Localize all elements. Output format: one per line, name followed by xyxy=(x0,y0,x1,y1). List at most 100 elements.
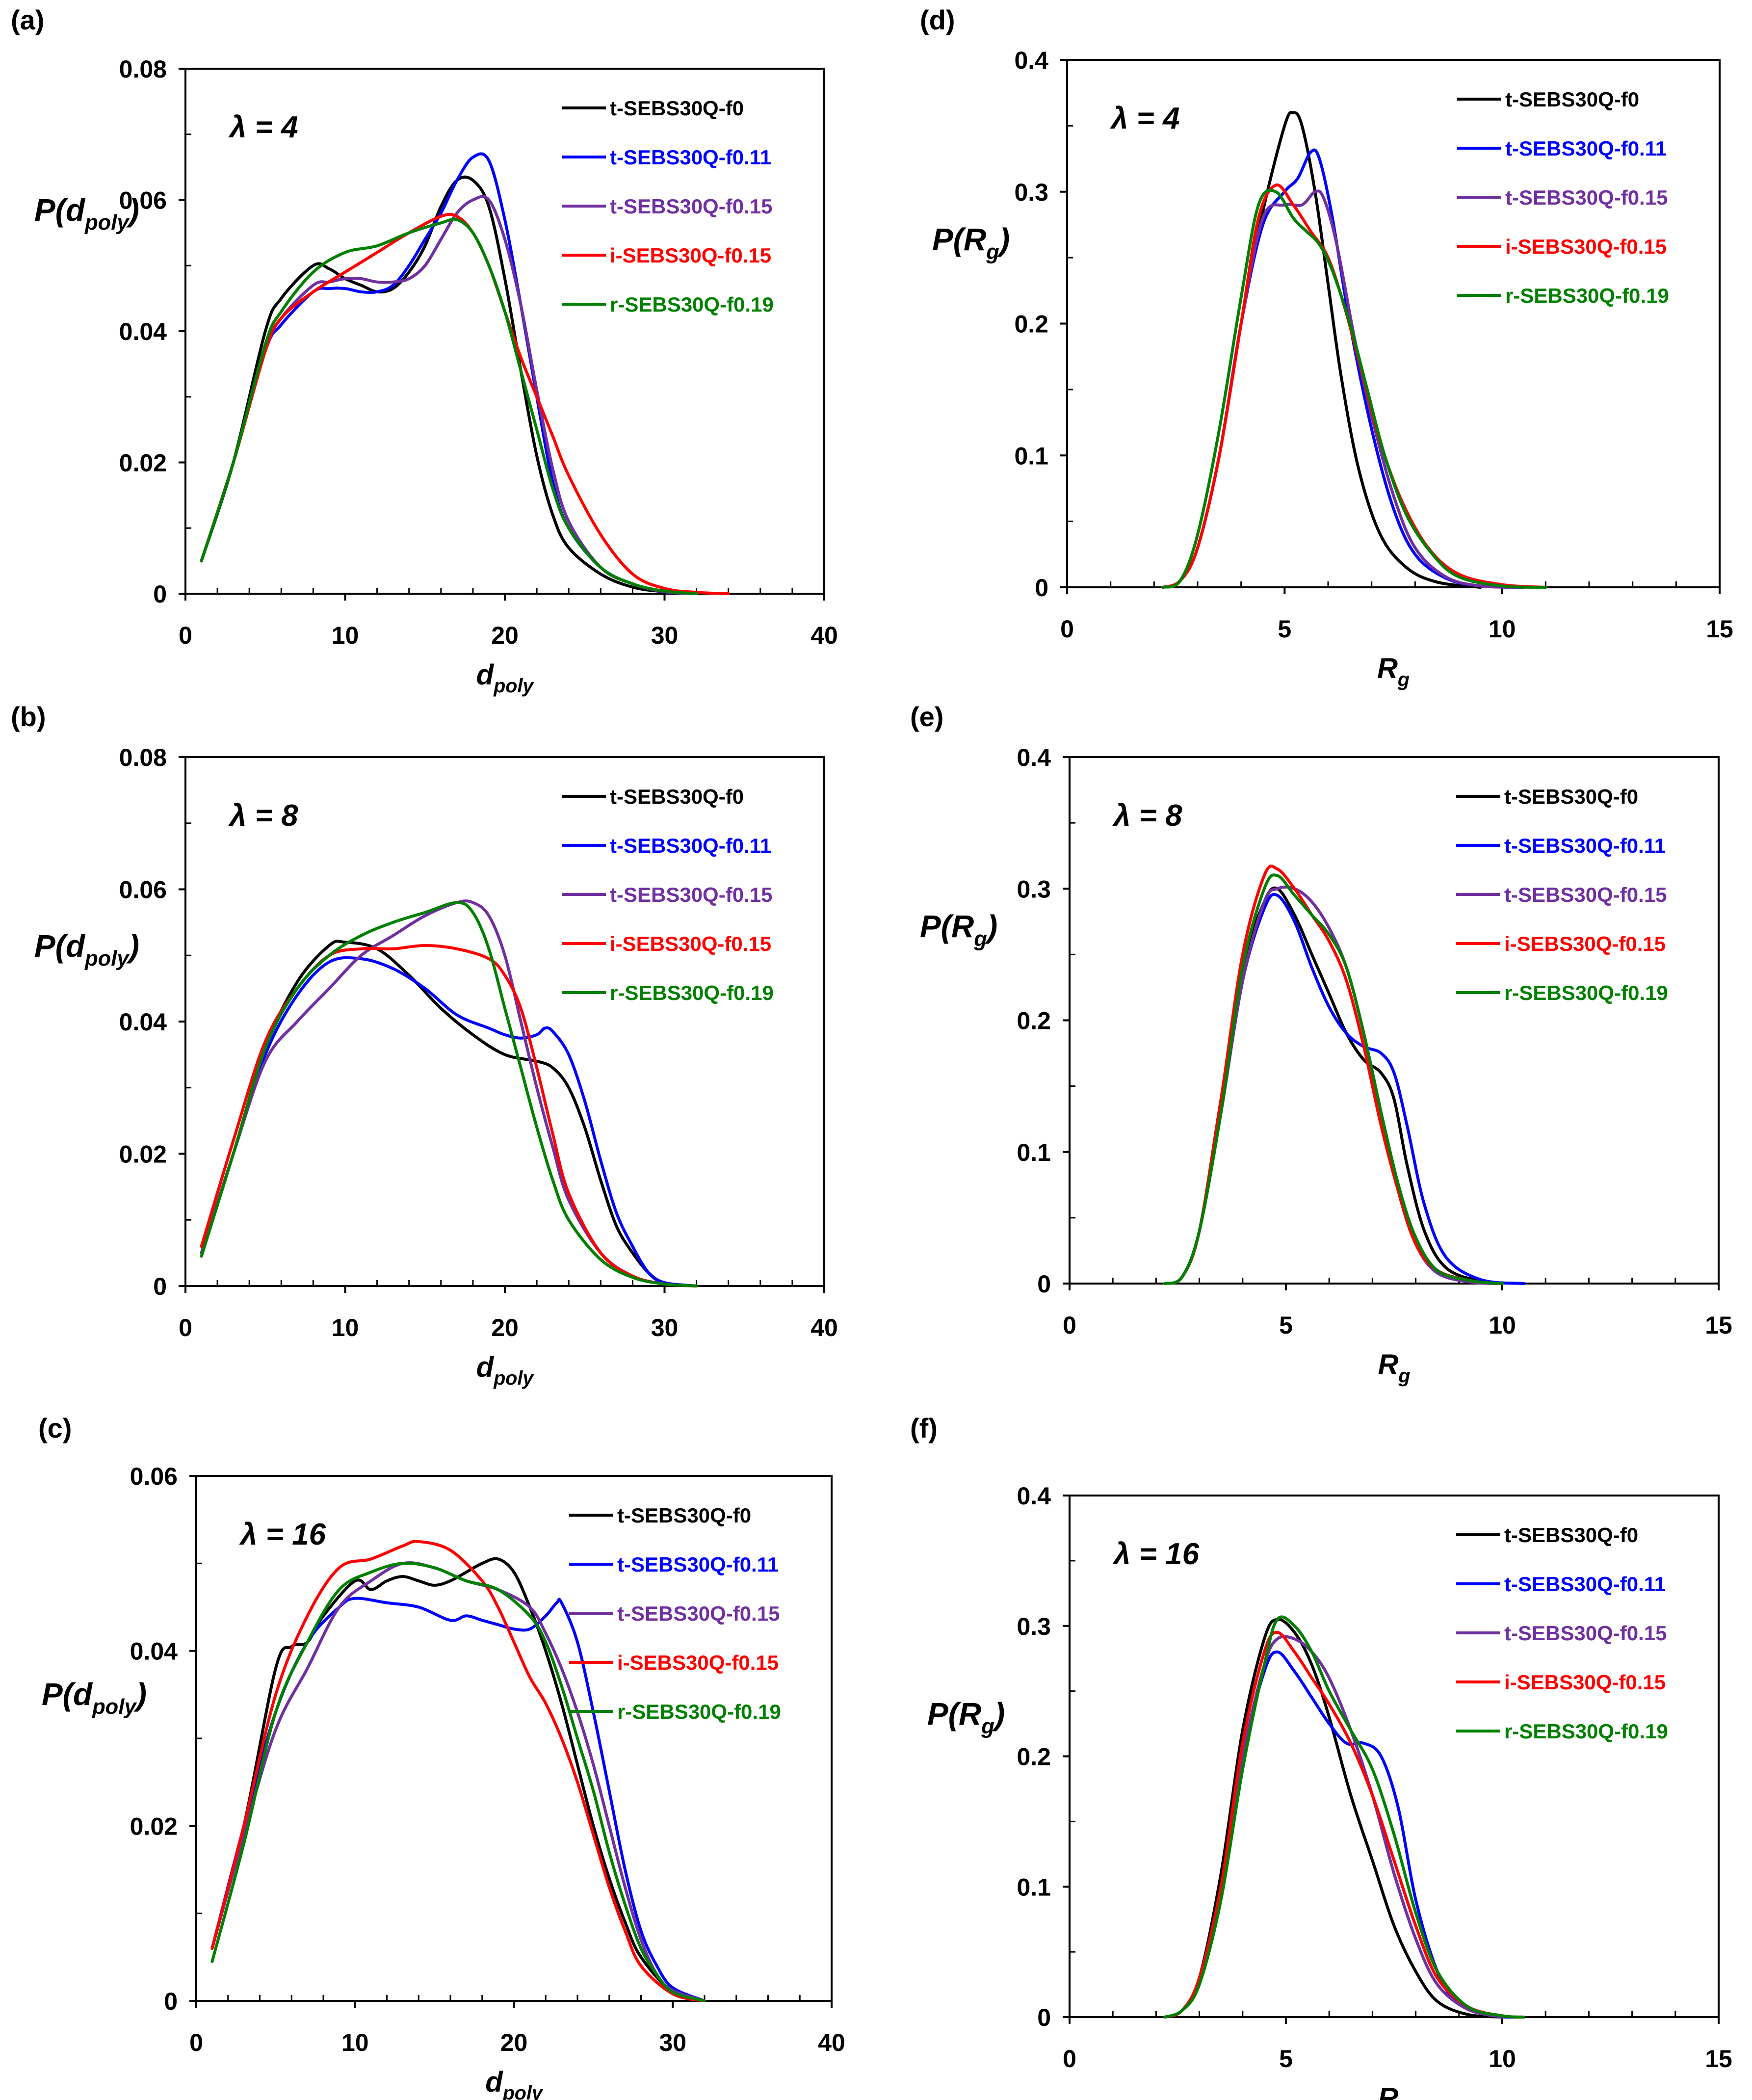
x-tick-label: 0 xyxy=(189,2029,203,2056)
series-line-5 xyxy=(1163,1615,1526,2019)
legend-label: r-SEBS30Q-f0.19 xyxy=(610,293,774,316)
y-tick-label: 0.1 xyxy=(1017,1139,1051,1166)
y-tick-label: 0.02 xyxy=(130,1812,178,1840)
series-line-2 xyxy=(1163,892,1526,1285)
lambda-annotation: λ = 8 xyxy=(1112,799,1182,833)
y-tick-label: 0.4 xyxy=(1017,744,1051,771)
y-axis-label: P(dpoly) xyxy=(34,928,139,971)
y-tick-label: 0.02 xyxy=(119,1141,167,1168)
y-tick-label: 0 xyxy=(1035,574,1048,602)
series-line-2 xyxy=(1161,148,1525,589)
chart-panel-4: (d) 0 5 10 15 0 0.1 0.2 0.3 0.4 Rg P(Rg) λ = 4 t-SEBS… xyxy=(920,4,1733,690)
x-tick-label: 0 xyxy=(1060,615,1074,643)
x-tick-label: 5 xyxy=(1279,1312,1293,1339)
series-line-4 xyxy=(200,212,730,595)
y-tick-label: 0.3 xyxy=(1014,179,1048,206)
legend-label: t-SEBS30Q-f0.11 xyxy=(610,834,771,857)
legend-label: t-SEBS30Q-f0 xyxy=(610,97,744,120)
series-line-1 xyxy=(200,175,698,595)
x-tick-label: 20 xyxy=(500,2029,528,2056)
y-tick-label: 0.3 xyxy=(1017,1613,1051,1640)
x-tick-label: 10 xyxy=(332,622,359,649)
legend-label: t-SEBS30Q-f0 xyxy=(610,785,744,808)
panel-label: (e) xyxy=(910,701,943,732)
x-tick-label: 5 xyxy=(1278,615,1291,643)
series-line-4 xyxy=(200,944,698,1287)
y-tick-label: 0.06 xyxy=(130,1463,178,1490)
legend-label: t-SEBS30Q-f0.11 xyxy=(1504,834,1666,857)
x-tick-label: 15 xyxy=(1705,1312,1732,1339)
panel-label: (d) xyxy=(920,4,955,35)
legend-label: t-SEBS30Q-f0.11 xyxy=(617,1553,779,1576)
lambda-annotation: λ = 4 xyxy=(228,110,298,144)
x-tick-label: 40 xyxy=(811,622,838,649)
x-tick-label: 30 xyxy=(651,1314,679,1341)
series-line-1 xyxy=(1161,110,1482,589)
chart-panel-5: (e) 0 5 10 15 0 0.1 0.2 0.3 0.4 Rg P(Rg) λ = 8 t-SEBS… xyxy=(910,701,1732,1387)
series-line-5 xyxy=(1161,188,1547,589)
x-tick-label: 10 xyxy=(332,1314,359,1341)
legend-label: t-SEBS30Q-f0.15 xyxy=(610,195,772,218)
x-tick-label: 5 xyxy=(1279,2045,1293,2073)
x-tick-label: 20 xyxy=(491,622,519,649)
y-tick-label: 0 xyxy=(153,580,167,608)
y-tick-label: 0.2 xyxy=(1017,1743,1051,1771)
y-tick-label: 0.4 xyxy=(1014,47,1048,74)
x-tick-label: 0 xyxy=(179,622,192,649)
x-tick-label: 30 xyxy=(659,2029,686,2056)
series-line-5 xyxy=(210,1562,706,2002)
series-line-4 xyxy=(1163,865,1504,1285)
y-tick-label: 0.06 xyxy=(119,876,167,904)
series-line-1 xyxy=(1163,1618,1504,2019)
legend-label: t-SEBS30Q-f0 xyxy=(617,1504,751,1527)
y-tick-label: 0 xyxy=(153,1273,167,1300)
y-tick-label: 0.04 xyxy=(130,1638,178,1665)
y-axis-label: P(Rg) xyxy=(920,909,997,951)
x-tick-label: 10 xyxy=(1489,1312,1516,1339)
x-axis-label: Rg xyxy=(1378,2082,1411,2100)
y-axis-label: P(Rg) xyxy=(927,1696,1005,1738)
legend-label: t-SEBS30Q-f0.11 xyxy=(1504,1573,1666,1596)
panel-label: (b) xyxy=(11,701,46,732)
series-line-5 xyxy=(200,217,698,595)
x-tick-label: 0 xyxy=(1063,2045,1076,2073)
series-line-4 xyxy=(210,1540,706,2002)
y-tick-label: 0.4 xyxy=(1017,1482,1051,1510)
y-tick-label: 0.04 xyxy=(119,1008,167,1036)
legend-label: r-SEBS30Q-f0.19 xyxy=(1504,981,1668,1004)
legend-label: i-SEBS30Q-f0.15 xyxy=(610,932,771,955)
legend-label: t-SEBS30Q-f0.15 xyxy=(1504,883,1667,906)
y-tick-label: 0.02 xyxy=(119,449,167,477)
chart-panel-2: (b) 0 10 20 30 40 0 0.02 0.04 0.06 0.08 dpoly P(dpol… xyxy=(11,701,838,1389)
y-axis-label: P(dpoly) xyxy=(42,1677,147,1719)
series-line-4 xyxy=(1163,1631,1526,2019)
x-tick-label: 40 xyxy=(818,2029,845,2056)
legend-label: t-SEBS30Q-f0 xyxy=(1505,88,1639,111)
chart-panel-3: (c) 0 10 20 30 40 0 0.02 0.04 0.06 dpoly P(dpoly) λ … xyxy=(38,1413,845,2100)
chart-panel-6: (f) 0 5 10 15 0 0.1 0.2 0.3 0.4 Rg P(Rg) λ = 16 t-SEB… xyxy=(910,1413,1732,2100)
lambda-annotation: λ = 8 xyxy=(228,799,298,833)
legend-label: r-SEBS30Q-f0.19 xyxy=(610,981,774,1004)
y-tick-label: 0.08 xyxy=(119,55,167,83)
chart-panel-1: (a)0 10 20 30 4000.020.040.060.08dpolyP(dpol… xyxy=(11,4,838,697)
series-line-3 xyxy=(1163,1635,1504,2019)
x-tick-label: 15 xyxy=(1706,615,1733,643)
legend-label: t-SEBS30Q-f0 xyxy=(1504,785,1638,808)
y-tick-label: 0.2 xyxy=(1014,311,1048,338)
legend-label: i-SEBS30Q-f0.15 xyxy=(617,1651,779,1674)
y-tick-label: 0 xyxy=(164,1988,178,2015)
legend-label: t-SEBS30Q-f0.11 xyxy=(610,146,771,169)
x-tick-label: 40 xyxy=(811,1314,838,1341)
x-tick-label: 0 xyxy=(1063,1312,1076,1339)
legend-label: t-SEBS30Q-f0.15 xyxy=(1504,1622,1667,1645)
x-axis-label: dpoly xyxy=(476,1351,535,1389)
y-tick-label: 0.04 xyxy=(119,318,167,345)
legend-label: t-SEBS30Q-f0.15 xyxy=(610,883,772,906)
series-line-1 xyxy=(210,1557,706,2002)
x-axis-label: Rg xyxy=(1378,1349,1411,1387)
y-tick-label: 0.2 xyxy=(1017,1007,1051,1035)
legend-label: r-SEBS30Q-f0.19 xyxy=(1505,284,1669,307)
x-axis-label: dpoly xyxy=(476,659,535,697)
x-tick-label: 10 xyxy=(1489,615,1516,643)
